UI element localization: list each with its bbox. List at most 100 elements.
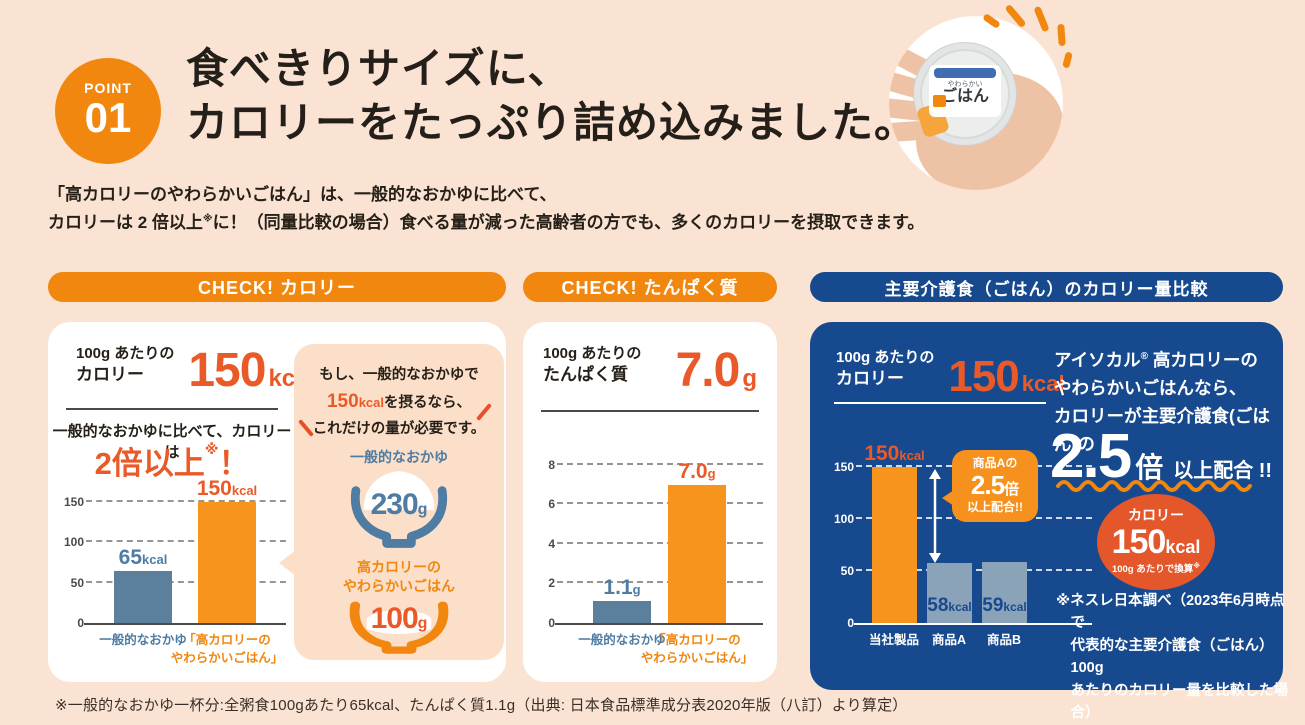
y-tick: 6 [548,497,555,511]
protein-card: 100g あたりの たんぱく質 7.0 g 0 2 4 6 8 1.1g [523,322,777,682]
divider [834,402,1046,404]
wavy-underline [1056,480,1252,492]
bar-product-b: 59kcal [982,562,1027,623]
bar-value-label: 150kcal [196,477,258,500]
gridline [557,581,763,583]
divider [541,410,759,412]
lead-line-1: 「高カロリーのやわらかいごはん」は、一般的なおかゆに比べて、 [48,185,557,204]
gridline [557,542,763,544]
lead-line-2: カロリーは 2 倍以上※に！（同量比較の場合）食べる量が減った高齢者の方でも、多… [48,213,925,233]
sparkle-icon [1062,51,1073,69]
gridline [557,502,763,504]
stat-label-line2: たんぱく質 [543,365,628,385]
page-footnote: ※一般的なおかゆ一杯分:全粥食100gあたり65kcal、たんぱく質1.1g（出… [55,697,908,714]
registered-mark: ® [1140,351,1148,363]
comparison-footnote: ※ネスレ日本調べ（2023年6月時点で 代表的な主要介護食（ごはん）100g あ… [1056,593,1288,722]
protein-stat: 100g あたりの たんぱく質 7.0 g [543,344,757,398]
x-category-label: 「高カロリーの やわらかいごはん」 [170,633,284,665]
bar-value-label: 58kcal [927,595,972,616]
okayu-bowl-label: 一般的なおかゆ [350,449,448,465]
y-tick: 8 [548,458,555,472]
comparison-card: 100g あたりの カロリー 150 kcal アイソカル® 高カロリーの やわ… [810,322,1288,721]
divider [66,408,278,410]
protein-panel-header: CHECK! たんぱく質 [523,272,777,302]
protein-stat-value: 7.0 [675,344,741,398]
compare-caption: 一般的なおかゆに比べて、カロリーは [52,423,292,461]
y-tick: 0 [548,616,555,630]
bar-value-label: 65kcal [118,546,168,569]
asterisk-mark: ※ [202,213,213,225]
x-category-label: 商品B [986,633,1022,647]
sparkle-icon [1057,23,1066,47]
lead-paragraph: 「高カロリーのやわらかいごはん」は、一般的なおかゆに比べて、 カロリーは 2 倍… [48,181,924,237]
y-tick: 0 [847,616,854,630]
bar-our-product: 150kcal [864,443,925,623]
title-line-2: カロリーをたっぷり詰め込みました。 [186,98,918,146]
y-tick: 0 [77,616,84,630]
bar-product-a: 58kcal [927,563,972,623]
x-axis [84,623,286,625]
okayu-amount: 230g [370,488,428,521]
asterisk-mark: ※ [204,441,219,457]
comparison-stat-value: 150 [948,352,1019,402]
y-tick: 50 [70,576,84,590]
comparison-stat-unit: kcal [1021,371,1065,397]
bar-gohan: 7.0g [668,461,726,623]
x-axis [854,623,1092,625]
bubble-tail [279,550,296,576]
brand-band [934,68,996,78]
ratio-suffix: 以上配合 !! [1173,460,1273,482]
bar-value-label: 1.1g [603,576,641,599]
x-category-label: 商品A [931,633,967,647]
okayu-bowl-icon: 230g [340,466,458,554]
stat-label-line2: カロリー [836,369,904,389]
product-label-small: やわらかい [947,81,983,88]
product-photo: やわらかい ごはん [889,16,1063,190]
comparison-description: アイソカル® 高カロリーの やわらかいごはんなら、 カロリーが主要介護食(ごはん… [1054,350,1270,454]
comparison-arrow [929,469,941,563]
bar-okayu: 1.1g [593,577,651,623]
y-tick: 4 [548,537,555,551]
high-calorie-tag [933,95,946,107]
bubble-text: もし、一般的なおかゆで 150kcalを摂るなら、 これだけの量が必要です。 [312,367,486,437]
calorie-panel-header-label: CHECK! カロリー [198,278,356,298]
asterisk-mark: ※ [1193,563,1201,571]
x-category-label: 当社製品 [868,633,920,647]
y-tick: 100 [833,512,854,526]
y-tick: 150 [63,495,84,509]
gridline [557,463,763,465]
y-tick: 2 [548,576,555,590]
gridline [86,540,286,542]
y-tick: 150 [833,460,854,474]
stat-label-line2: カロリー [76,365,144,385]
gridline [86,500,286,502]
page-title: 食べきりサイズに、 カロリーをたっぷり詰め込みました。 [186,42,917,150]
title-line-1: 食べきりサイズに、 [186,45,571,92]
gridline [856,569,1092,571]
bar-okayu: 65kcal [114,547,172,623]
calorie-card: 100g あたりの カロリー 150 kcal 一般的なおかゆに比べて、カロリー… [48,322,506,682]
calorie-stat: 100g あたりの カロリー 150 kcal [76,344,315,398]
protein-stat-unit: g [742,365,757,393]
sparkle-icon [1033,5,1050,33]
bar-gohan: 150kcal [197,478,257,623]
gohan-bowl-icon: 100g [340,592,458,658]
product-label: やわらかい ごはん [929,65,1001,117]
calorie-stat-value: 150 [188,344,266,398]
bar-value-label: 150kcal [864,442,925,465]
product-label-main: ごはん [940,88,989,105]
ratio-statement: 2.5 倍 以上配合 !! [1050,426,1272,488]
gohan-bowl-label: 高カロリーの やわらかいごはん [343,559,455,594]
comparison-stat: 100g あたりの カロリー 150 kcal [836,348,1065,402]
point-number: 01 [84,93,132,141]
y-tick: 50 [840,564,854,578]
gridline [86,581,286,583]
rice-cup-product: やわらかい ごはん [913,42,1017,146]
protein-bar-chart: 0 2 4 6 8 1.1g 7.0g 一般的なおかゆ 「高カロリーの やわらかい… [548,459,763,665]
x-axis [555,623,763,625]
ratio-unit: 倍 [1135,452,1164,483]
okayu-comparison-bubble: もし、一般的なおかゆで 150kcalを摂るなら、 これだけの量が必要です。 一… [279,344,504,660]
protein-panel-header-label: CHECK! たんぱく質 [561,278,739,298]
product-a-ratio-badge: 商品Aの 2.5倍 以上配合!! [942,450,1038,522]
calorie-panel-header: CHECK! カロリー [48,272,506,302]
